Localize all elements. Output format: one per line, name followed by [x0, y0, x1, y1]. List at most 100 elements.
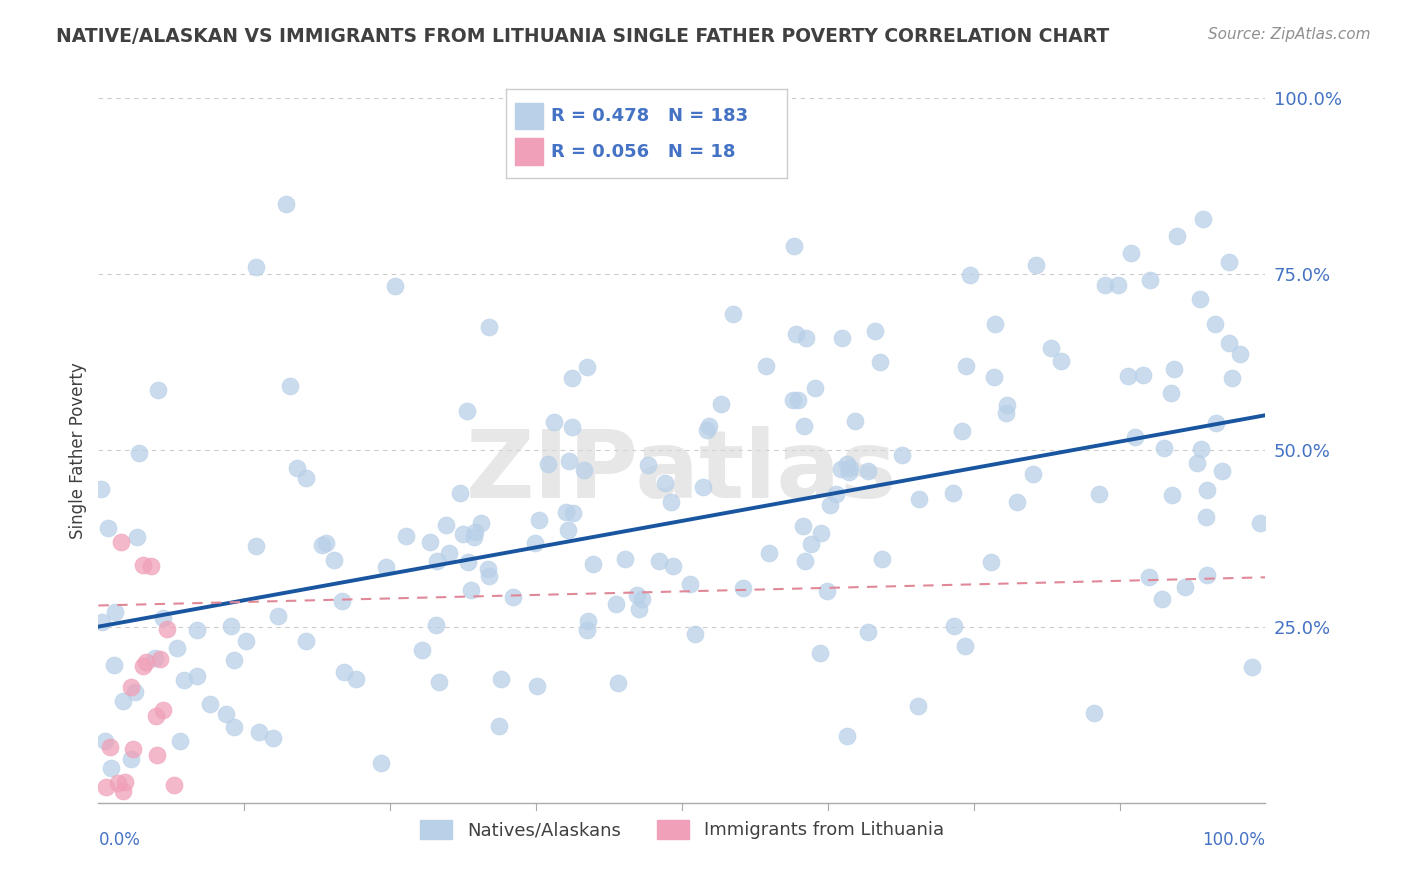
- Point: [838, 461, 860, 475]
- Point: [543, 415, 565, 429]
- Point: [111, 784, 134, 798]
- Point: [149, 652, 172, 666]
- Point: [173, 673, 195, 687]
- Point: [1192, 211, 1215, 226]
- Point: [94, 780, 117, 794]
- Point: [696, 423, 718, 437]
- Point: [942, 485, 965, 500]
- Point: [1094, 277, 1116, 292]
- Point: [1218, 335, 1240, 350]
- Point: [1022, 467, 1045, 481]
- Point: [128, 446, 150, 460]
- Point: [224, 720, 246, 734]
- Point: [245, 539, 267, 553]
- Point: [131, 558, 153, 572]
- Point: [576, 614, 599, 628]
- Point: [156, 623, 179, 637]
- Point: [143, 651, 166, 665]
- Bar: [515, 138, 543, 165]
- Point: [710, 397, 733, 411]
- Point: [460, 583, 482, 598]
- Point: [1107, 278, 1129, 293]
- Text: ZIPatlas: ZIPatlas: [467, 425, 897, 517]
- Point: [1211, 464, 1233, 478]
- Point: [370, 756, 392, 770]
- Point: [685, 627, 707, 641]
- Point: [1220, 370, 1243, 384]
- Point: [127, 530, 149, 544]
- Point: [907, 491, 929, 506]
- Text: 0.0%: 0.0%: [98, 831, 141, 849]
- Point: [785, 327, 807, 342]
- Point: [120, 681, 142, 695]
- Point: [114, 774, 136, 789]
- Text: R = 0.056   N = 18: R = 0.056 N = 18: [551, 143, 735, 161]
- Point: [1241, 660, 1264, 674]
- Point: [215, 707, 238, 722]
- Point: [1025, 259, 1047, 273]
- Point: [280, 379, 302, 393]
- Point: [94, 734, 117, 748]
- Point: [782, 239, 804, 253]
- Point: [837, 729, 859, 743]
- Point: [1150, 592, 1173, 607]
- Point: [311, 538, 333, 552]
- Point: [451, 527, 474, 541]
- Point: [457, 556, 479, 570]
- Point: [294, 471, 316, 485]
- Point: [449, 485, 471, 500]
- Point: [330, 594, 353, 608]
- Point: [815, 584, 838, 599]
- Point: [436, 517, 458, 532]
- Point: [647, 554, 669, 568]
- Point: [810, 526, 832, 541]
- Point: [267, 608, 290, 623]
- Point: [980, 555, 1002, 569]
- Point: [818, 498, 841, 512]
- Point: [803, 380, 825, 394]
- Point: [794, 554, 817, 568]
- Text: NATIVE/ALASKAN VS IMMIGRANTS FROM LITHUANIA SINGLE FATHER POVERTY CORRELATION CH: NATIVE/ALASKAN VS IMMIGRANTS FROM LITHUA…: [56, 27, 1109, 45]
- Point: [489, 672, 512, 686]
- Point: [605, 598, 627, 612]
- Point: [91, 615, 114, 629]
- Point: [222, 653, 245, 667]
- Point: [557, 523, 579, 537]
- Point: [135, 655, 157, 669]
- Point: [537, 458, 560, 472]
- Point: [637, 458, 659, 472]
- Point: [825, 487, 848, 501]
- Point: [186, 623, 208, 637]
- Point: [107, 775, 129, 789]
- Point: [523, 536, 546, 550]
- Point: [425, 617, 447, 632]
- Point: [152, 610, 174, 624]
- Point: [146, 383, 169, 397]
- Point: [755, 359, 778, 373]
- Point: [1160, 488, 1182, 502]
- Point: [169, 734, 191, 748]
- Point: [792, 519, 814, 533]
- Point: [950, 424, 973, 438]
- Point: [1039, 342, 1062, 356]
- Point: [1137, 570, 1160, 584]
- Point: [427, 675, 450, 690]
- Point: [111, 694, 134, 708]
- Point: [146, 747, 169, 762]
- Point: [731, 581, 754, 595]
- Point: [152, 703, 174, 717]
- Point: [1189, 442, 1212, 456]
- Point: [582, 558, 605, 572]
- Bar: [515, 103, 543, 129]
- Point: [830, 462, 852, 476]
- Point: [456, 404, 478, 418]
- Point: [607, 676, 630, 690]
- Point: [1087, 487, 1109, 501]
- Point: [344, 672, 367, 686]
- Point: [145, 709, 167, 723]
- Point: [333, 665, 356, 680]
- Point: [478, 320, 501, 334]
- Point: [1195, 567, 1218, 582]
- Point: [186, 669, 208, 683]
- Point: [411, 643, 433, 657]
